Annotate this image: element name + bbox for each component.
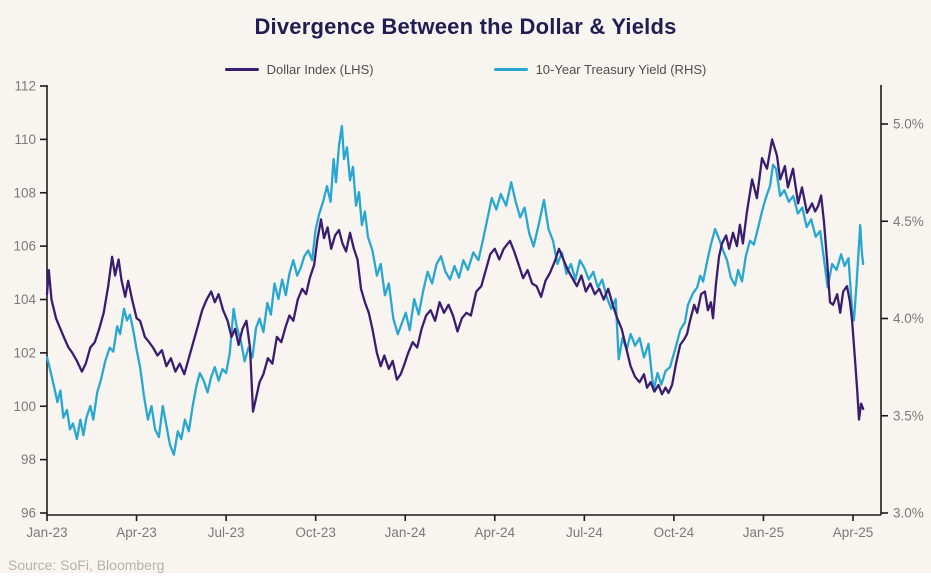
treasury-yield-line-swatch xyxy=(493,68,528,71)
right-axis-tick-label: 3.5% xyxy=(893,408,924,423)
right-axis-tick-label: 5.0% xyxy=(893,117,924,132)
x-axis-tick-label: Jan-24 xyxy=(385,525,427,540)
x-axis-tick-label: Apr-24 xyxy=(475,525,516,540)
left-axis-tick-label: 112 xyxy=(14,79,36,94)
x-axis-tick-label: Jan-23 xyxy=(26,525,67,540)
x-axis-tick-label: Jan-25 xyxy=(743,525,784,540)
legend: Dollar Index (LHS) 10-Year Treasury Yiel… xyxy=(0,62,931,77)
x-axis-tick-label: Apr-25 xyxy=(833,525,874,540)
right-axis-tick-label: 3.0% xyxy=(893,506,924,521)
legend-label-dollar-index: Dollar Index (LHS) xyxy=(266,62,374,77)
right-axis-tick-label: 4.5% xyxy=(893,214,924,229)
legend-label-treasury-yield: 10-Year Treasury Yield (RHS) xyxy=(535,62,707,77)
chart-title: Divergence Between the Dollar & Yields xyxy=(254,14,677,39)
left-axis-tick-label: 108 xyxy=(13,185,36,200)
x-axis-tick-label: Oct-24 xyxy=(654,525,695,540)
x-axis-tick-label: Jul-23 xyxy=(208,525,245,540)
dollar-index-series-line xyxy=(45,138,865,421)
left-axis-tick-label: 98 xyxy=(21,452,36,467)
x-axis-tick-label: Oct-23 xyxy=(295,525,336,540)
x-axis-tick-label: Jul-24 xyxy=(566,525,603,540)
dollar-index-line-swatch xyxy=(224,68,259,71)
treasury-yield-series-line xyxy=(45,124,865,456)
left-axis-tick-label: 100 xyxy=(13,399,36,414)
right-axis-tick-label: 4.0% xyxy=(893,311,924,326)
left-axis-tick-label: 104 xyxy=(13,292,36,307)
bottom-strip xyxy=(0,573,931,581)
left-axis-tick-label: 106 xyxy=(13,239,36,254)
left-axis-tick-label: 102 xyxy=(13,345,36,360)
source-note: Source: SoFi, Bloomberg xyxy=(8,557,165,573)
left-axis-tick-label: 110 xyxy=(14,132,36,147)
legend-item-treasury-yield: 10-Year Treasury Yield (RHS) xyxy=(493,62,707,77)
legend-item-dollar-index: Dollar Index (LHS) xyxy=(224,62,374,77)
left-axis-tick-label: 96 xyxy=(21,506,36,521)
x-axis-tick-label: Apr-23 xyxy=(116,525,157,540)
